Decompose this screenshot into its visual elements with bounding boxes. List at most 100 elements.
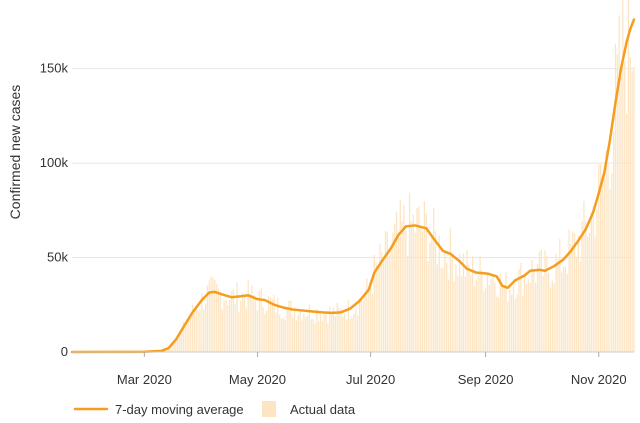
actual-data-bar: [334, 316, 337, 352]
y-tick-label: 100k: [40, 155, 69, 170]
x-axis: Mar 2020 May 2020 Jul 2020 Sep 2020 Nov 2020: [72, 351, 634, 387]
actual-data-bar: [312, 319, 314, 352]
actual-data-bar: [557, 259, 559, 352]
x-tick-label: May 2020: [229, 372, 286, 387]
actual-data-bar: [165, 348, 168, 352]
actual-data-bar: [588, 232, 591, 352]
actual-data-bar: [561, 272, 563, 352]
actual-data-bar: [392, 232, 394, 352]
actual-data-bar: [347, 300, 350, 352]
actual-data-bar: [219, 292, 222, 352]
actual-data-bar: [629, 57, 631, 352]
actual-data-bar: [310, 319, 312, 352]
actual-data-bar: [178, 331, 181, 352]
actual-data-bar: [421, 231, 424, 352]
actual-data-bar: [497, 297, 500, 352]
actual-data-bar: [433, 207, 435, 352]
actual-data-bar: [581, 221, 583, 352]
y-axis-label: Confirmed new cases: [7, 85, 23, 220]
actual-data-bar: [321, 321, 324, 352]
actual-data-bar: [269, 297, 272, 352]
actual-data-bar: [473, 286, 476, 352]
actual-data-bar: [206, 285, 209, 352]
actual-data-bar: [518, 268, 520, 352]
actual-data-bar: [477, 276, 479, 352]
actual-data-bar: [538, 252, 541, 352]
actual-data-bar: [360, 300, 362, 352]
actual-data-bar: [594, 236, 596, 352]
actual-data-bar: [490, 278, 492, 352]
legend-label-moving-average: 7-day moving average: [115, 402, 244, 417]
actual-data-bar: [624, 60, 626, 352]
actual-data-bar: [533, 270, 535, 352]
x-tick-label: Nov 2020: [571, 372, 627, 387]
actual-data-bar: [199, 309, 201, 352]
actual-data-bar: [586, 236, 589, 352]
actual-data-bar: [462, 253, 464, 352]
legend-swatch-actual-data: [262, 401, 276, 417]
actual-data-bar: [266, 310, 268, 352]
actual-data-bar: [516, 294, 518, 352]
actual-data-bar: [288, 300, 290, 352]
actual-data-bar: [555, 253, 557, 352]
actual-data-bar: [184, 327, 186, 352]
actual-data-bar: [475, 279, 477, 352]
actual-data-bar: [221, 309, 223, 352]
actual-data-bar: [351, 317, 353, 352]
actual-data-bars: [75, 0, 635, 353]
actual-data-bar: [225, 300, 227, 352]
actual-data-bar: [488, 285, 490, 352]
actual-data-bar: [564, 266, 567, 352]
actual-data-bar: [332, 307, 335, 352]
actual-data-bar: [438, 235, 440, 352]
actual-data-bar: [386, 232, 388, 352]
actual-data-bar: [336, 303, 338, 352]
actual-data-bar: [349, 318, 351, 352]
actual-data-bar: [510, 294, 513, 352]
actual-data-bar: [620, 76, 622, 353]
actual-data-bar: [410, 221, 413, 352]
actual-data-bar: [173, 344, 175, 352]
actual-data-bar: [338, 307, 340, 352]
actual-data-bar: [316, 309, 318, 352]
actual-data-bar: [449, 228, 452, 352]
actual-data-bar: [535, 282, 537, 352]
actual-data-bar: [546, 255, 548, 352]
actual-data-bar: [496, 296, 498, 352]
actual-data-bar: [551, 280, 554, 352]
moving-average-line: [70, 18, 636, 354]
actual-data-bar: [190, 316, 192, 352]
actual-data-bar: [414, 233, 416, 352]
actual-data-bar: [418, 206, 420, 352]
actual-data-bar: [314, 322, 316, 352]
actual-data-bar: [544, 250, 546, 352]
actual-data-bar: [390, 248, 392, 352]
actual-data-bar: [503, 284, 505, 352]
actual-data-bar: [585, 221, 587, 352]
actual-data-bar: [368, 288, 370, 352]
actual-data-bar: [598, 164, 600, 352]
actual-data-bar: [345, 320, 348, 352]
actual-data-bar: [356, 315, 359, 352]
actual-data-bar: [457, 276, 459, 352]
actual-data-bar: [397, 231, 400, 352]
actual-data-bar: [568, 229, 570, 352]
actual-data-bar: [197, 311, 199, 352]
actual-data-bar: [277, 297, 279, 352]
actual-data-bar: [429, 242, 431, 352]
y-tick-label: 50k: [47, 250, 68, 265]
actual-data-bar: [446, 262, 448, 352]
actual-data-bar: [566, 273, 568, 352]
actual-data-bar: [305, 317, 307, 352]
actual-data-bar: [251, 285, 253, 352]
actual-data-bar: [254, 299, 257, 352]
actual-data-bar: [470, 275, 472, 352]
actual-data-bar: [423, 201, 426, 352]
actual-data-bar: [394, 223, 396, 352]
actual-data-bar: [282, 318, 285, 352]
actual-data-bar: [607, 164, 609, 352]
actual-data-bar: [505, 272, 507, 352]
actual-data-bar: [271, 299, 273, 352]
actual-data-bar: [481, 270, 483, 352]
actual-data-bar: [408, 192, 411, 352]
